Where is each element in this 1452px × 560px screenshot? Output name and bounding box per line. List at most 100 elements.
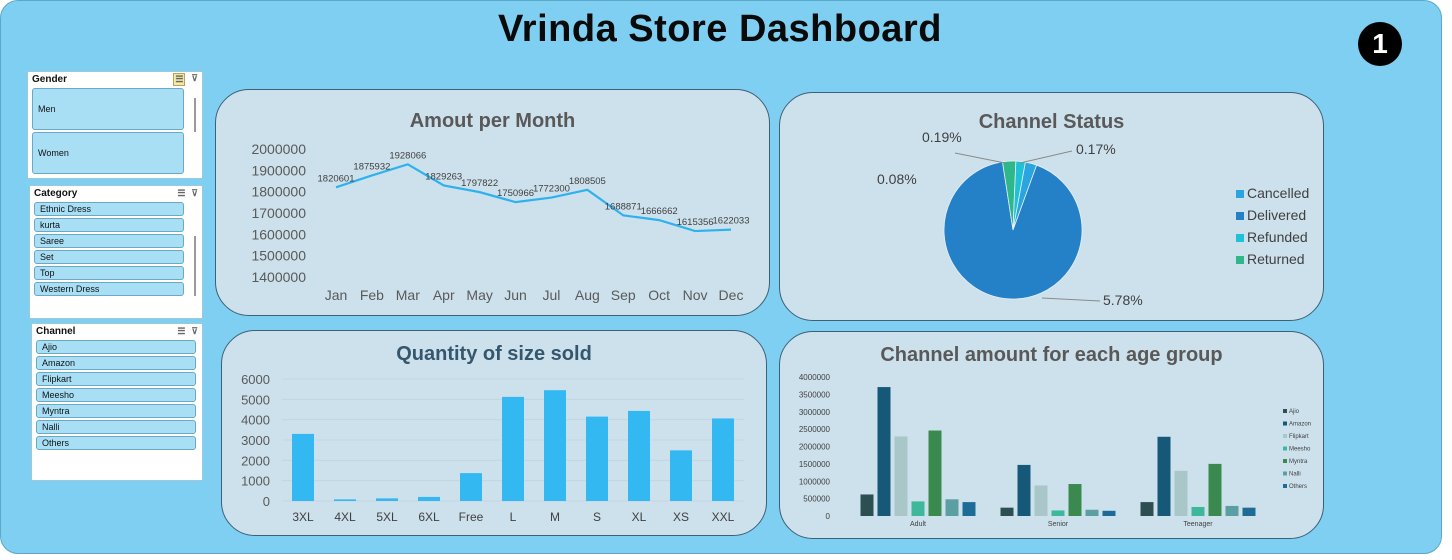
gender-item-women[interactable]: Women [32, 132, 184, 174]
x-tick-label: Free [459, 510, 484, 524]
y-tick-label: 1400000 [251, 269, 306, 285]
legend-swatch [1283, 471, 1287, 476]
y-tick-label: 4000 [241, 413, 270, 428]
channel-item-meesho[interactable]: Meesho [36, 388, 196, 402]
legend-swatch [1283, 484, 1287, 488]
legend-swatch [1236, 190, 1244, 198]
legend-label: Amazon [1289, 422, 1311, 428]
leader-line [1019, 150, 1073, 164]
x-tick-label: Feb [360, 287, 384, 303]
bar-free [460, 473, 482, 501]
chart-title: Amout per Month [409, 110, 576, 132]
size-sold-chart: 6000 5000 4000 3000 2000 1000 0 3XL 4XL 5XL 6XL Fre… [241, 372, 744, 524]
channel-slicer-title: Channel [36, 325, 76, 337]
bar-flipkart-teenager [1174, 470, 1188, 516]
y-tick-label: 2500000 [799, 425, 831, 434]
category-item-western-dress[interactable]: Western Dress [34, 282, 184, 296]
leader-line [954, 152, 1006, 164]
data-label: 1808505 [569, 176, 606, 187]
category-item-set[interactable]: Set [34, 250, 184, 264]
multi-select-icon[interactable]: ☰ [177, 325, 186, 336]
bar-amazon-senior [1017, 464, 1031, 516]
channel-item-myntra[interactable]: Myntra [36, 404, 196, 418]
clear-filter-icon[interactable]: ⊽ [191, 72, 198, 83]
bar-ajio-senior [1000, 507, 1014, 516]
category-slicer-header: Category ☰ ⊽ [30, 186, 202, 200]
slicer-controls: ☰ ⊽ [177, 326, 198, 337]
data-label: 1797822 [461, 178, 498, 189]
bar-xxl [712, 418, 734, 501]
gender-slicer-list: Men Women [28, 88, 202, 174]
legend-label: Myntra [1289, 459, 1308, 465]
bar-flipkart-senior [1034, 485, 1048, 516]
slicer-controls: ☰ ⊽ [177, 188, 198, 199]
bar-others-senior [1102, 510, 1116, 516]
data-label: 1829263 [425, 171, 462, 182]
multi-select-icon[interactable]: ☰ [177, 187, 186, 198]
x-tick-label: XL [632, 510, 647, 524]
gender-item-men[interactable]: Men [32, 88, 184, 130]
x-tick-label: 5XL [376, 510, 398, 524]
legend-swatch [1236, 234, 1244, 242]
clear-filter-icon[interactable]: ⊽ [191, 187, 198, 198]
y-tick-label: 2000000 [251, 141, 306, 157]
y-tick-label: 0 [263, 494, 270, 509]
y-tick-label: 1800000 [251, 184, 306, 200]
gender-scrollbar[interactable] [194, 98, 196, 132]
y-tick-label: 1500000 [799, 460, 831, 469]
category-item-ethnic-dress[interactable]: Ethnic Dress [34, 202, 184, 216]
x-tick-label: Jul [543, 287, 561, 303]
data-label: 0.08% [877, 171, 917, 187]
bar-meesho-teenager [1191, 506, 1205, 516]
bar-amazon-teenager [1157, 436, 1171, 516]
amount-per-month-chart: 2000000 1900000 1800000 1700000 1600000 15000… [251, 141, 750, 303]
multi-select-icon[interactable]: ☰ [173, 72, 186, 86]
bar-myntra-senior [1068, 484, 1082, 516]
bar-nalli-teenager [1225, 505, 1239, 516]
channel-item-amazon[interactable]: Amazon [36, 356, 196, 370]
y-tick-label: 2000 [241, 453, 270, 468]
legend-label: Nalli [1289, 472, 1301, 478]
amount-per-month-card: Amout per Month 2000000 1900000 1800000 170… [215, 89, 770, 316]
data-label: 1875932 [353, 161, 390, 172]
y-tick-label: 3000000 [799, 408, 831, 417]
category-item-saree[interactable]: Saree [34, 234, 184, 248]
data-label: 1622033 [713, 216, 750, 227]
x-tick-label: M [550, 510, 560, 524]
clear-filter-icon[interactable]: ⊽ [191, 325, 198, 336]
x-tick-label: 6XL [418, 510, 440, 524]
channel-item-others[interactable]: Others [36, 436, 196, 450]
gender-slicer: Gender ☰ ⊽ Men Women [27, 71, 203, 179]
data-label: 0.17% [1076, 141, 1116, 157]
y-tick-label: 6000 [241, 372, 270, 387]
legend-label: Delivered [1247, 207, 1306, 223]
bar-meesho-senior [1051, 510, 1065, 516]
bar-meesho-adult [911, 501, 925, 516]
channel-item-flipkart[interactable]: Flipkart [36, 372, 196, 386]
legend-label: Meesho [1289, 447, 1311, 453]
y-tick-label: 3000 [241, 433, 270, 448]
category-scrollbar[interactable] [194, 236, 196, 296]
bar-others-adult [962, 502, 976, 516]
bar-3xl [292, 433, 314, 501]
y-tick-label: 1500000 [251, 248, 306, 264]
y-tick-label: 5000 [241, 392, 270, 407]
y-tick-label: 1000 [241, 474, 270, 489]
age-group-card: Channel amount for each age group 400000… [779, 331, 1324, 539]
legend-label: Ajio [1289, 409, 1300, 415]
y-tick-label: 0 [826, 512, 831, 521]
channel-item-ajio[interactable]: Ajio [36, 340, 196, 354]
category-item-top[interactable]: Top [34, 266, 184, 280]
legend-swatch [1236, 212, 1244, 220]
channel-slicer-header: Channel ☰ ⊽ [32, 324, 202, 338]
x-tick-label: Teenager [1183, 521, 1213, 528]
x-tick-label: Nov [683, 287, 708, 303]
category-slicer-list: Ethnic Dress kurta Saree Set Top Western… [30, 202, 202, 296]
y-tick-label: 1600000 [251, 226, 306, 242]
category-item-kurta[interactable]: kurta [34, 218, 184, 232]
channel-item-nalli[interactable]: Nalli [36, 420, 196, 434]
legend-swatch [1283, 459, 1287, 463]
data-label: 1615356 [677, 217, 714, 228]
channel-status-card: Channel Status 0.19% 0.17% 0.08% 5.78% Cance… [779, 92, 1324, 321]
bar-4xl [334, 499, 356, 501]
